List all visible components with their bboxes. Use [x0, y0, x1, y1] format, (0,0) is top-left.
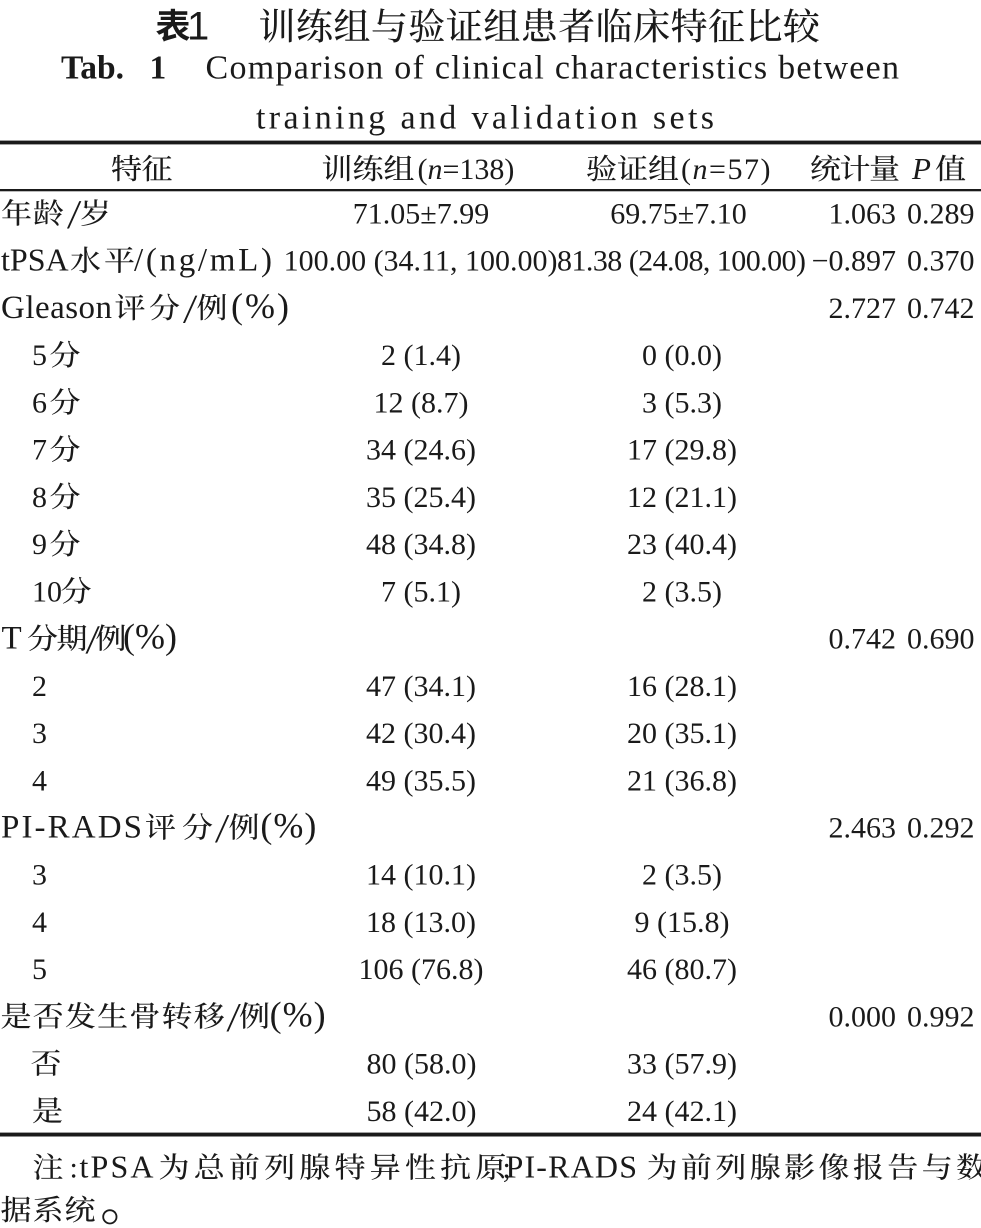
- svg-text:−0.897: −0.897: [812, 245, 896, 278]
- svg-text:2.463: 2.463: [829, 812, 897, 845]
- svg-text:0.992: 0.992: [907, 1000, 975, 1033]
- svg-text:48 (34.8): 48 (34.8): [366, 528, 476, 561]
- svg-text:12 (21.1): 12 (21.1): [627, 481, 737, 514]
- svg-text:tPSA: tPSA: [80, 1149, 154, 1185]
- svg-text:34 (24.6): 34 (24.6): [366, 434, 476, 467]
- svg-text:3: 3: [32, 717, 47, 750]
- svg-text:80 (58.0): 80 (58.0): [367, 1048, 477, 1081]
- svg-text:Tab.: Tab.: [61, 50, 124, 87]
- svg-text:24 (42.1): 24 (42.1): [627, 1095, 737, 1128]
- svg-text:16 (28.1): 16 (28.1): [627, 670, 737, 703]
- svg-text:(n=57): (n=57): [681, 153, 771, 186]
- svg-text:35 (25.4): 35 (25.4): [366, 481, 476, 514]
- svg-text:3: 3: [32, 859, 47, 892]
- svg-text:P: P: [911, 151, 931, 186]
- svg-text:(%): (%): [123, 617, 177, 657]
- svg-text:3 (5.3): 3 (5.3): [642, 386, 722, 419]
- svg-text:0.292: 0.292: [907, 812, 975, 845]
- svg-text:9: 9: [32, 528, 47, 561]
- svg-text:5: 5: [32, 953, 47, 986]
- svg-text:training and validation sets: training and validation sets: [256, 100, 714, 137]
- svg-text:;: ;: [503, 1152, 511, 1185]
- svg-text:69.75±7.10: 69.75±7.10: [610, 198, 746, 231]
- svg-text:14 (10.1): 14 (10.1): [366, 859, 476, 892]
- svg-text:47 (34.1): 47 (34.1): [366, 670, 476, 703]
- svg-text:0.742: 0.742: [829, 623, 897, 656]
- svg-text:1: 1: [187, 5, 209, 49]
- svg-text:Gleason: Gleason: [1, 290, 112, 326]
- svg-text:20 (35.1): 20 (35.1): [627, 717, 737, 750]
- svg-text:Comparison of clinical charact: Comparison of clinical characteristics b…: [206, 50, 900, 87]
- svg-text:0.742: 0.742: [907, 292, 975, 325]
- svg-text:4: 4: [32, 764, 47, 797]
- svg-text:0 (0.0): 0 (0.0): [642, 339, 722, 372]
- svg-text:2.727: 2.727: [829, 292, 897, 325]
- svg-text:2 (3.5): 2 (3.5): [642, 575, 722, 608]
- svg-text::: :: [70, 1152, 78, 1185]
- svg-text:2 (3.5): 2 (3.5): [642, 859, 722, 892]
- svg-text:46 (80.7): 46 (80.7): [627, 953, 737, 986]
- svg-text:6: 6: [32, 386, 47, 419]
- svg-text:(%): (%): [231, 286, 289, 326]
- svg-text:7: 7: [32, 434, 47, 467]
- svg-text:42 (30.4): 42 (30.4): [366, 717, 476, 750]
- svg-text:(%): (%): [270, 994, 326, 1034]
- svg-text:PI-RADS: PI-RADS: [506, 1149, 638, 1185]
- svg-text:7 (5.1): 7 (5.1): [381, 575, 461, 608]
- svg-text:8: 8: [32, 481, 47, 514]
- svg-text:(n=138): (n=138): [418, 153, 515, 186]
- svg-text:100.00 (34.11, 100.00): 100.00 (34.11, 100.00): [284, 245, 558, 278]
- svg-text:12 (8.7): 12 (8.7): [374, 386, 469, 419]
- svg-text:18 (13.0): 18 (13.0): [366, 906, 476, 939]
- svg-text:0.370: 0.370: [907, 245, 975, 278]
- svg-text:21 (36.8): 21 (36.8): [627, 764, 737, 797]
- svg-text:1: 1: [150, 50, 167, 87]
- svg-text:0.289: 0.289: [907, 198, 975, 231]
- svg-text:58 (42.0): 58 (42.0): [367, 1095, 477, 1128]
- svg-text:9 (15.8): 9 (15.8): [635, 906, 730, 939]
- svg-text:10: 10: [32, 575, 62, 608]
- svg-text:23 (40.4): 23 (40.4): [627, 528, 737, 561]
- svg-text:0.000: 0.000: [829, 1000, 897, 1033]
- svg-text:106 (76.8): 106 (76.8): [359, 953, 484, 986]
- svg-text:T: T: [2, 621, 22, 657]
- svg-text:2 (1.4): 2 (1.4): [381, 339, 461, 372]
- svg-text:2: 2: [32, 670, 47, 703]
- svg-text:5: 5: [32, 339, 47, 372]
- svg-text:33 (57.9): 33 (57.9): [627, 1048, 737, 1081]
- svg-text:tPSA: tPSA: [1, 242, 69, 278]
- svg-text:PI-RADS: PI-RADS: [1, 810, 142, 846]
- svg-text:4: 4: [32, 906, 47, 939]
- svg-text:17 (29.8): 17 (29.8): [627, 434, 737, 467]
- svg-text:/(ng/mL): /(ng/mL): [134, 243, 272, 279]
- svg-text:(%): (%): [260, 806, 316, 846]
- svg-text:0.690: 0.690: [907, 623, 975, 656]
- svg-text:71.05±7.99: 71.05±7.99: [353, 198, 489, 231]
- svg-text:81.38 (24.08, 100.00): 81.38 (24.08, 100.00): [557, 245, 806, 278]
- svg-text:49 (35.5): 49 (35.5): [366, 764, 476, 797]
- svg-text:1.063: 1.063: [829, 198, 897, 231]
